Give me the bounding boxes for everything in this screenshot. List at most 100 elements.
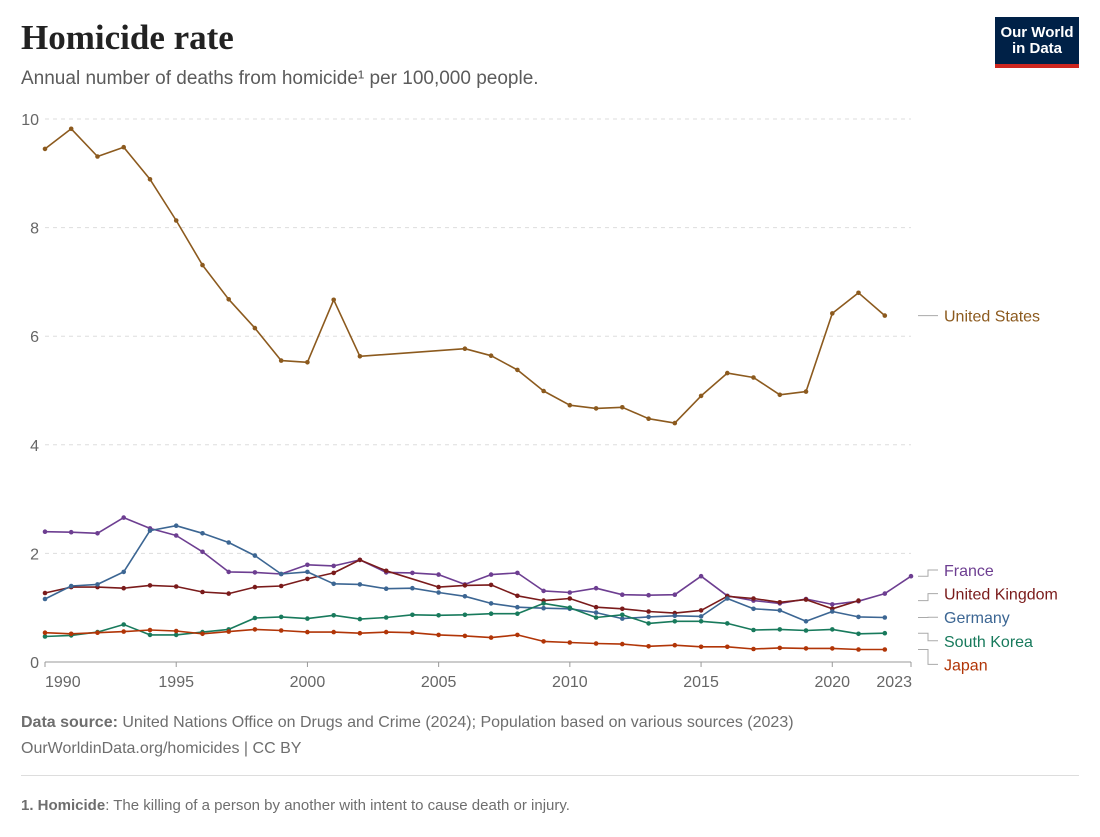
data-point-united-kingdom-2018[interactable]	[777, 600, 783, 605]
data-point-south-korea-2019[interactable]	[803, 628, 809, 633]
series-line-united-states[interactable]	[44, 128, 886, 424]
data-point-united-states-2022[interactable]	[882, 313, 888, 318]
data-point-japan-2001[interactable]	[331, 629, 337, 635]
data-point-united-states-1999[interactable]	[278, 358, 284, 363]
data-point-germany-2019[interactable]	[803, 619, 809, 624]
data-point-france-1990[interactable]	[42, 529, 48, 534]
data-point-japan-2018[interactable]	[777, 645, 783, 651]
data-point-united-kingdom-2007[interactable]	[488, 582, 494, 588]
data-point-united-states-2019[interactable]	[803, 389, 809, 394]
data-point-united-states-2016[interactable]	[725, 370, 730, 376]
data-point-japan-2008[interactable]	[515, 632, 520, 638]
data-point-united-states-1998[interactable]	[252, 325, 258, 331]
data-point-united-kingdom-1997[interactable]	[226, 591, 231, 596]
data-point-south-korea-2001[interactable]	[331, 613, 337, 618]
legend-label-japan[interactable]: Japan	[944, 657, 988, 674]
data-point-japan-2004[interactable]	[410, 630, 415, 635]
data-point-france-1996[interactable]	[200, 549, 205, 555]
data-point-japan-2021[interactable]	[856, 647, 861, 652]
data-point-united-kingdom-2021[interactable]	[856, 598, 861, 603]
data-point-france-1993[interactable]	[121, 515, 126, 520]
data-point-united-states-2006[interactable]	[462, 346, 468, 352]
data-point-france-2001[interactable]	[331, 563, 337, 569]
data-point-japan-1999[interactable]	[278, 628, 284, 633]
data-point-south-korea-1995[interactable]	[173, 632, 179, 638]
data-point-japan-1991[interactable]	[68, 631, 74, 637]
source-url[interactable]: OurWorldinData.org/homicides | CC BY	[21, 740, 302, 757]
data-point-france-2005[interactable]	[436, 572, 441, 577]
data-point-south-korea-1990[interactable]	[42, 634, 48, 639]
data-point-germany-2005[interactable]	[436, 590, 441, 595]
data-point-france-2023[interactable]	[908, 573, 914, 579]
data-point-japan-1992[interactable]	[95, 630, 100, 635]
data-point-united-kingdom-1994[interactable]	[147, 583, 153, 588]
data-point-japan-1995[interactable]	[173, 628, 179, 634]
data-point-united-states-1995[interactable]	[173, 218, 179, 223]
data-point-japan-1997[interactable]	[226, 629, 231, 634]
data-point-south-korea-2021[interactable]	[856, 631, 861, 637]
data-point-south-korea-2011[interactable]	[593, 615, 599, 620]
series-line-germany[interactable]	[44, 524, 885, 623]
data-point-france-2010[interactable]	[567, 590, 573, 595]
data-point-japan-2010[interactable]	[567, 640, 573, 645]
data-point-germany-2022[interactable]	[882, 615, 888, 620]
data-point-south-korea-2003[interactable]	[383, 615, 389, 620]
data-point-japan-2022[interactable]	[882, 647, 888, 652]
data-point-japan-2000[interactable]	[305, 629, 310, 635]
data-point-united-states-2008[interactable]	[515, 367, 520, 373]
data-point-japan-2014[interactable]	[672, 642, 678, 648]
data-point-germany-2011[interactable]	[593, 610, 599, 615]
data-point-united-states-2000[interactable]	[305, 360, 310, 365]
data-point-south-korea-2007[interactable]	[488, 611, 494, 616]
data-point-germany-1995[interactable]	[173, 523, 179, 528]
data-point-south-korea-2018[interactable]	[777, 627, 783, 632]
data-point-japan-2011[interactable]	[593, 641, 599, 646]
data-point-south-korea-1999[interactable]	[278, 614, 284, 620]
data-point-south-korea-1993[interactable]	[121, 622, 126, 627]
data-point-united-kingdom-2001[interactable]	[331, 570, 337, 576]
data-point-germany-2017[interactable]	[751, 606, 756, 612]
data-point-japan-2006[interactable]	[462, 633, 468, 639]
data-point-united-states-2012[interactable]	[620, 405, 625, 410]
data-point-france-1992[interactable]	[95, 531, 100, 536]
legend-label-germany[interactable]: Germany	[944, 610, 1010, 627]
data-point-united-kingdom-2010[interactable]	[567, 596, 573, 601]
data-point-united-states-2009[interactable]	[541, 388, 546, 394]
data-point-united-kingdom-1996[interactable]	[200, 589, 205, 595]
data-point-germany-2012[interactable]	[620, 616, 625, 621]
data-point-united-kingdom-1998[interactable]	[252, 584, 258, 590]
data-point-germany-2021[interactable]	[856, 614, 861, 620]
legend-label-south-korea[interactable]: South Korea	[944, 634, 1033, 651]
data-point-japan-2002[interactable]	[357, 630, 363, 636]
data-point-south-korea-2017[interactable]	[751, 627, 756, 633]
data-point-germany-2015[interactable]	[698, 614, 704, 619]
data-point-south-korea-2008[interactable]	[515, 611, 520, 616]
data-point-france-1991[interactable]	[68, 529, 74, 535]
data-point-united-kingdom-1999[interactable]	[278, 583, 284, 589]
data-point-united-states-2002[interactable]	[357, 354, 363, 359]
data-point-france-1997[interactable]	[226, 569, 231, 575]
data-point-france-2000[interactable]	[305, 562, 310, 568]
data-point-south-korea-2022[interactable]	[882, 630, 888, 636]
data-point-germany-2018[interactable]	[777, 608, 783, 613]
series-line-united-kingdom[interactable]	[44, 559, 859, 614]
data-point-united-states-1993[interactable]	[121, 144, 126, 150]
data-point-france-2004[interactable]	[410, 570, 415, 576]
data-point-germany-2000[interactable]	[305, 569, 310, 575]
data-point-south-korea-2004[interactable]	[410, 612, 415, 618]
series-line-japan[interactable]	[44, 628, 885, 651]
data-point-japan-1998[interactable]	[252, 627, 258, 632]
data-point-germany-2013[interactable]	[646, 614, 651, 620]
data-point-united-states-1997[interactable]	[226, 297, 231, 302]
data-point-south-korea-2012[interactable]	[620, 612, 625, 618]
data-point-united-kingdom-1990[interactable]	[42, 590, 48, 596]
data-point-united-states-2017[interactable]	[751, 375, 756, 380]
data-point-united-states-2010[interactable]	[567, 402, 573, 408]
data-point-united-states-2011[interactable]	[593, 406, 599, 411]
legend-label-united-kingdom[interactable]: United Kingdom	[944, 587, 1058, 604]
data-point-france-2020[interactable]	[830, 602, 835, 607]
data-point-united-states-2020[interactable]	[830, 311, 835, 316]
data-point-united-states-1992[interactable]	[95, 154, 100, 159]
data-point-france-1995[interactable]	[173, 533, 179, 538]
data-point-united-states-2013[interactable]	[646, 416, 651, 422]
